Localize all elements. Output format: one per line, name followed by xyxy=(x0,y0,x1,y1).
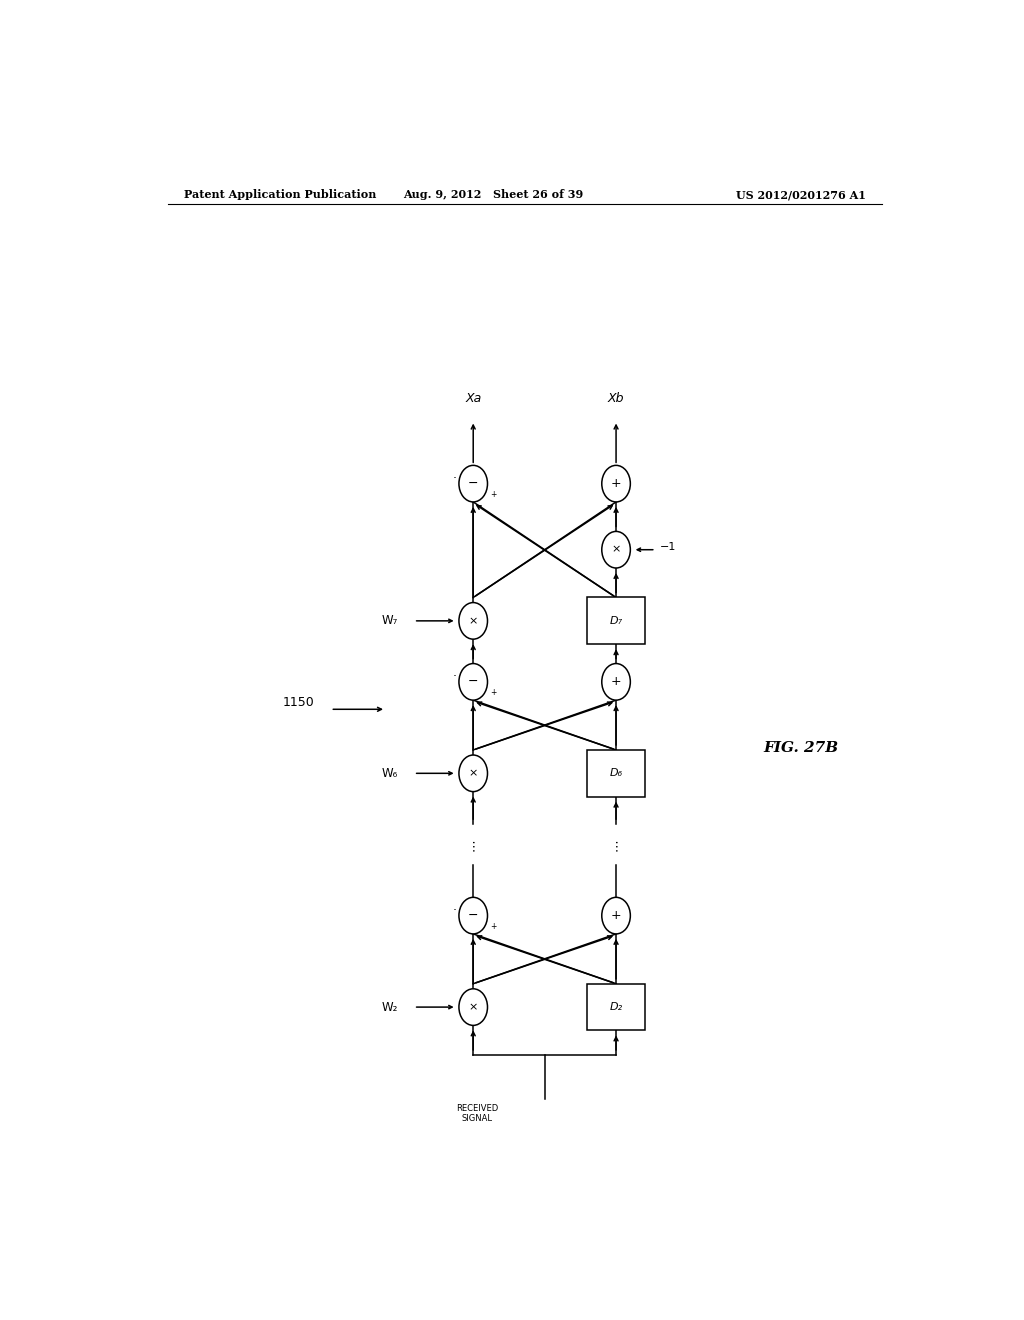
Text: Xa: Xa xyxy=(465,392,481,405)
Text: ·: · xyxy=(453,669,457,682)
Text: ⋯: ⋯ xyxy=(467,838,479,850)
Circle shape xyxy=(459,602,487,639)
Text: W₇: W₇ xyxy=(382,614,397,627)
Text: US 2012/0201276 A1: US 2012/0201276 A1 xyxy=(736,190,866,201)
Text: +: + xyxy=(610,477,622,490)
Text: −: − xyxy=(468,676,478,688)
Text: Patent Application Publication: Patent Application Publication xyxy=(183,190,376,201)
Text: Xb: Xb xyxy=(608,392,625,405)
Text: Aug. 9, 2012   Sheet 26 of 39: Aug. 9, 2012 Sheet 26 of 39 xyxy=(402,190,584,201)
Circle shape xyxy=(459,755,487,792)
Text: ⋯: ⋯ xyxy=(609,838,623,850)
Text: ×: × xyxy=(469,616,478,626)
Text: +: + xyxy=(489,490,497,499)
Text: D₆: D₆ xyxy=(609,768,623,779)
Text: FIG. 27B: FIG. 27B xyxy=(763,741,838,755)
Circle shape xyxy=(602,898,631,935)
Text: +: + xyxy=(610,676,622,688)
Text: ·: · xyxy=(453,904,457,916)
Text: −1: −1 xyxy=(659,541,676,552)
Bar xyxy=(588,983,645,1031)
Text: W₆: W₆ xyxy=(382,767,397,780)
Text: ×: × xyxy=(469,768,478,779)
Text: −: − xyxy=(468,909,478,923)
Text: +: + xyxy=(610,909,622,923)
Text: −: − xyxy=(468,477,478,490)
Text: D₇: D₇ xyxy=(609,616,623,626)
Circle shape xyxy=(459,466,487,502)
Circle shape xyxy=(459,898,487,935)
Text: +: + xyxy=(489,688,497,697)
Circle shape xyxy=(459,989,487,1026)
Circle shape xyxy=(602,532,631,568)
Text: ×: × xyxy=(469,1002,478,1012)
Text: D₂: D₂ xyxy=(609,1002,623,1012)
Text: 1150: 1150 xyxy=(283,696,314,709)
Circle shape xyxy=(459,664,487,700)
Text: +: + xyxy=(489,921,497,931)
Text: ·: · xyxy=(453,471,457,484)
Text: ×: × xyxy=(611,545,621,554)
Circle shape xyxy=(602,466,631,502)
Text: RECEIVED
SIGNAL: RECEIVED SIGNAL xyxy=(456,1104,499,1123)
Bar xyxy=(588,598,645,644)
Text: W₂: W₂ xyxy=(382,1001,397,1014)
Circle shape xyxy=(602,664,631,700)
Bar xyxy=(588,750,645,797)
